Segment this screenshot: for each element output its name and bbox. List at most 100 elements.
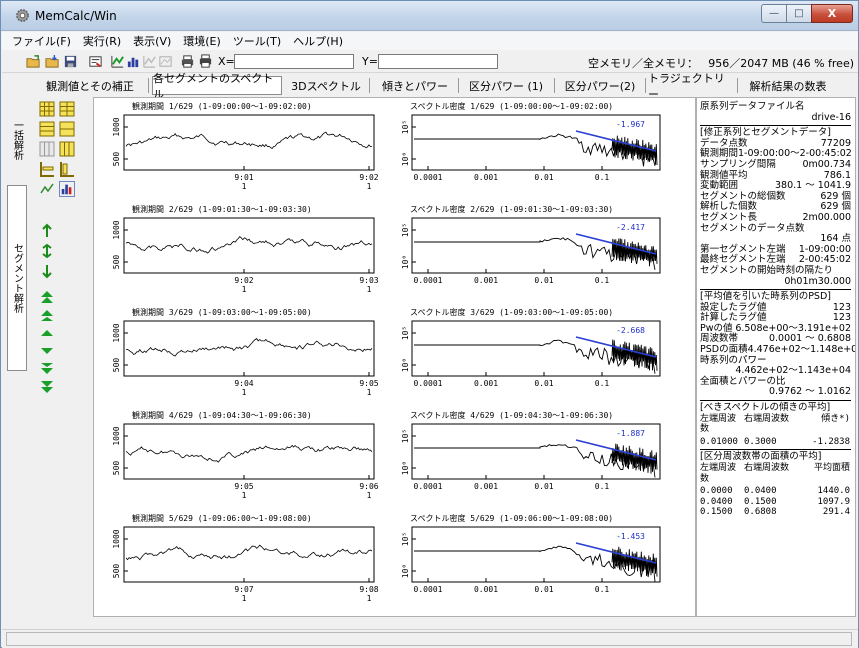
ts-y-tick-label: 1000 — [112, 529, 121, 548]
info-value: 380.1 〜 1041.9 — [775, 180, 851, 192]
slope-table-row: 0.01000 0.3000 -1.2838 — [700, 437, 851, 448]
menu-file[interactable]: ファイル(F) — [12, 35, 71, 48]
spectrum-curve-tail — [611, 135, 658, 166]
ts-x-tick-label: 9:06 — [359, 482, 378, 491]
info-value: 123 — [832, 301, 851, 313]
axis-yellow-icon[interactable] — [39, 161, 55, 177]
import-folder-icon[interactable] — [45, 54, 60, 69]
tab-results-table[interactable]: 解析結果の数表 — [749, 79, 827, 93]
columns-yellow-icon[interactable] — [59, 141, 75, 157]
info-key: セグメント長 — [700, 211, 758, 223]
bar-chart-select-icon[interactable] — [59, 181, 75, 197]
chart-green-icon[interactable] — [110, 54, 125, 69]
tab-band-power-2[interactable]: 区分パワー(2) — [564, 79, 636, 93]
tab-slope-power[interactable]: 傾きとパワー — [382, 79, 448, 93]
menu-run[interactable]: 実行(R) — [82, 35, 122, 48]
tab-segment-analysis[interactable]: セグメント解析 — [7, 185, 27, 371]
spectrum-x-tick-label: 0.01 — [534, 585, 553, 594]
spectrum-plot-title: スペクトル密度 1/629 (1-09:00:00〜1-09:02:00) — [410, 101, 613, 111]
tab-3d-spectrum[interactable]: 3Dスペクトル — [291, 79, 361, 93]
ts-signal-line — [125, 236, 373, 254]
last-page-icon[interactable] — [39, 379, 55, 395]
run-step-icon[interactable] — [88, 54, 103, 69]
print-icon[interactable] — [180, 54, 195, 69]
prev-page-icon[interactable] — [39, 307, 55, 323]
analysis-info-panel: 原系列データファイル名 drive-16 [修正系列とセグメントデータ] データ… — [696, 97, 856, 617]
grid-yellow-icon[interactable] — [39, 101, 55, 117]
close-button[interactable]: X — [811, 4, 853, 23]
info-row: サンプリング間隔 0m00.734 — [700, 159, 851, 171]
info-value: 629 個 — [820, 201, 851, 213]
ts-y-tick-label: 500 — [112, 255, 121, 270]
tab-trajectory[interactable]: トラジェクトリー — [648, 71, 725, 101]
info-key: 観測値平均 — [700, 169, 748, 181]
menu-tools[interactable]: ツール(T) — [232, 35, 282, 48]
arrow-down-line-icon[interactable] — [39, 263, 55, 279]
bar-chart-icon[interactable] — [126, 54, 141, 69]
maximize-button[interactable]: □ — [786, 4, 812, 23]
menu-help[interactable]: ヘルプ(H) — [293, 35, 343, 48]
slope-fit-line — [575, 336, 657, 358]
menu-view[interactable]: 表示(V) — [133, 35, 172, 48]
next-page-icon[interactable] — [39, 361, 55, 377]
first-page-icon[interactable] — [39, 289, 55, 305]
chart-disabled-icon[interactable] — [142, 54, 157, 69]
tab-band-power-1[interactable]: 区分パワー (1) — [468, 79, 544, 93]
info-key: 最終セグメント左端 — [700, 254, 786, 266]
spectrum-plot-title: スペクトル密度 3/629 (1-09:03:00〜1-09:05:00) — [410, 307, 613, 317]
status-bar — [2, 629, 858, 648]
ts-plot-frame — [123, 217, 375, 274]
ts-signal-line — [126, 338, 373, 357]
spectrum-y-tick-label: 10⁵ — [401, 120, 410, 134]
rows-yellow-icon[interactable] — [39, 121, 55, 137]
graph-disabled-icon[interactable] — [158, 54, 173, 69]
section-psd-heading: [平均値を引いた時系列のPSD] — [700, 291, 831, 303]
divider — [700, 125, 851, 127]
arrow-updown-icon[interactable] — [39, 243, 55, 259]
rows-yellow-2-icon[interactable] — [59, 121, 75, 137]
spectrum-curve — [414, 444, 656, 478]
spectrum-plot-frame — [411, 217, 661, 274]
arrow-up-line-icon[interactable] — [39, 223, 55, 239]
slope-fit-line — [575, 542, 657, 564]
line-chart-icon[interactable] — [39, 181, 55, 197]
spectrum-y-tick-label: 10⁰ — [401, 255, 410, 269]
band-table-row: 0.0000 0.0400 1440.0 — [700, 486, 851, 497]
spectrum-curve — [414, 339, 656, 374]
columns-gray-icon[interactable] — [39, 141, 55, 157]
slope-value-label: -1.453 — [616, 532, 645, 541]
minimize-button[interactable]: — — [761, 4, 787, 23]
axis-yellow-2-icon[interactable] — [59, 161, 75, 177]
info-key: データ点数 — [700, 137, 748, 149]
band-table-row: 0.1500 0.6808 291.4 — [700, 507, 851, 518]
window-title: MemCalc/Win — [35, 9, 117, 23]
ts-x-tick-sublabel: 1 — [367, 182, 372, 191]
slope-value: -1.2838 — [812, 436, 850, 447]
next-icon[interactable] — [39, 343, 55, 359]
spectrum-y-tick-label: 10⁵ — [401, 532, 410, 546]
slope-right-freq-value: 0.3000 — [744, 436, 777, 447]
info-row: 0h01m30.000 — [700, 276, 851, 288]
ts-signal-line — [125, 544, 373, 561]
tab-observed-correction[interactable]: 観測値とその補正 — [46, 79, 134, 93]
grid-yellow-2-icon[interactable] — [59, 101, 75, 117]
save-icon[interactable] — [63, 54, 78, 69]
view-tab-strip: 観測値とその補正 各セグメントのスペクトル 3Dスペクトル 傾きとパワー 区分パ… — [2, 71, 858, 101]
ts-x-tick-sublabel: 1 — [242, 594, 247, 603]
tab-segment-spectrum[interactable]: 各セグメントのスペクトル — [152, 72, 282, 101]
spectrum-x-tick-label: 0.001 — [474, 379, 498, 388]
title-bar[interactable]: MemCalc/Win — □ X — [1, 1, 858, 31]
ts-x-tick-label: 9:05 — [234, 482, 253, 491]
slope-value-label: -2.417 — [616, 223, 645, 232]
info-value: 4.462e+02〜1.143e+04 — [735, 365, 851, 377]
prev-icon[interactable] — [39, 325, 55, 341]
info-row: 第一セグメント左端 1-09:00:00 — [700, 244, 851, 256]
open-folder-icon[interactable] — [26, 54, 41, 69]
band-col-area: 平均面積 — [813, 463, 850, 473]
spectrum-plot-frame — [411, 320, 661, 377]
spectrum-y-tick-label: 10⁰ — [401, 461, 410, 475]
menu-environment[interactable]: 環境(E) — [183, 35, 221, 48]
tab-batch-analysis[interactable]: 一括解析 — [11, 120, 23, 160]
tab-separator — [148, 78, 149, 93]
print-setup-icon[interactable] — [198, 54, 213, 69]
